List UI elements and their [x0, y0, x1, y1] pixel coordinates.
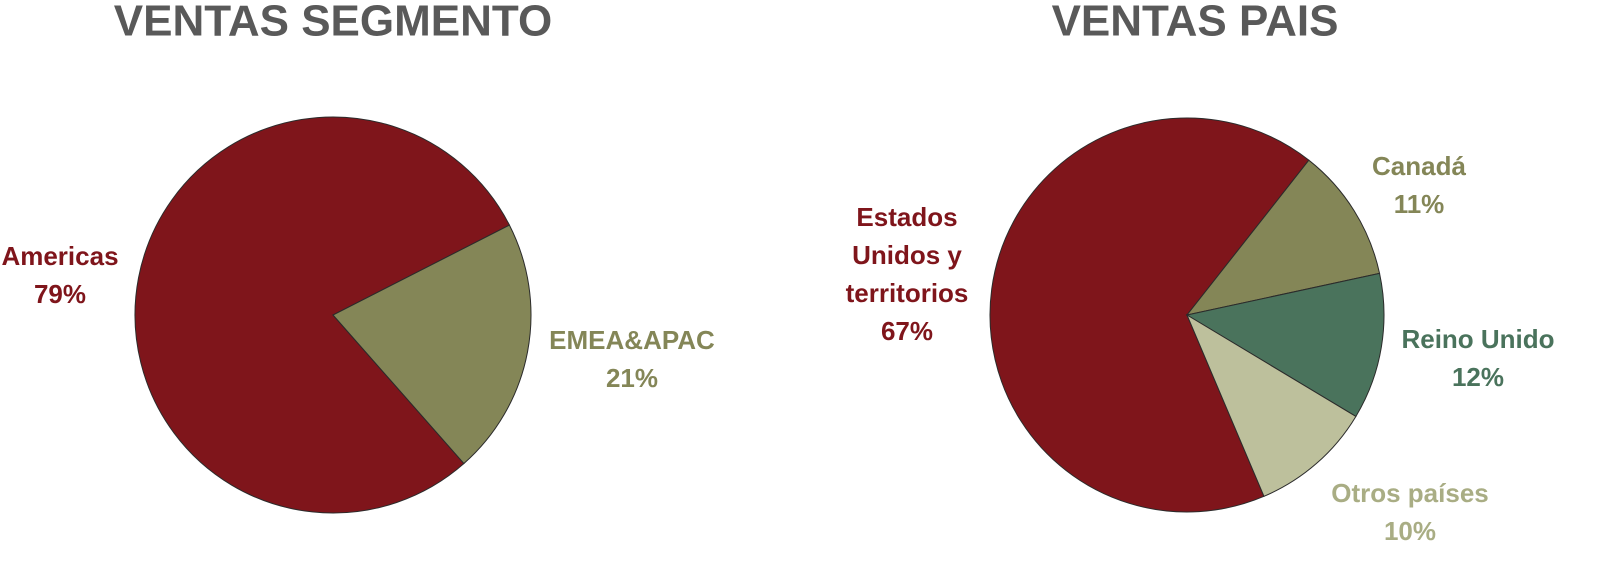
value-label: 67% — [880, 316, 934, 346]
category-label: Americas — [1, 241, 119, 271]
value-label: 10% — [1383, 516, 1437, 546]
chart-title: VENTAS SEGMENTO — [114, 0, 552, 46]
value-label: 79% — [33, 279, 87, 309]
slice-label: Estados Unidos y territorios 67% — [832, 198, 982, 350]
chart-title: VENTAS PAIS — [1052, 0, 1339, 46]
category-label: Estados Unidos y territorios — [845, 202, 969, 308]
pie-slice — [134, 116, 511, 514]
pie-slice — [332, 224, 532, 465]
value-label: 21% — [605, 363, 659, 393]
pie-slice — [1185, 313, 1357, 497]
category-label: EMEA&APAC — [549, 325, 715, 355]
pie-slice — [989, 117, 1310, 513]
slice-label: EMEA&APAC 21% — [522, 321, 742, 397]
category-label: Otros países — [1331, 478, 1489, 508]
value-label: 12% — [1451, 362, 1505, 392]
slice-label: Americas 79% — [0, 237, 160, 313]
value-label: 11% — [1393, 189, 1445, 219]
category-label: Reino Unido — [1401, 324, 1555, 354]
pie-slice — [1185, 159, 1381, 316]
category-label: Canadá — [1372, 151, 1466, 181]
slice-label: Reino Unido 12% — [1378, 320, 1578, 396]
slice-label: Canadá 11% — [1339, 147, 1499, 223]
pie-slice — [1185, 272, 1385, 418]
slice-label: Otros países 10% — [1310, 474, 1510, 550]
